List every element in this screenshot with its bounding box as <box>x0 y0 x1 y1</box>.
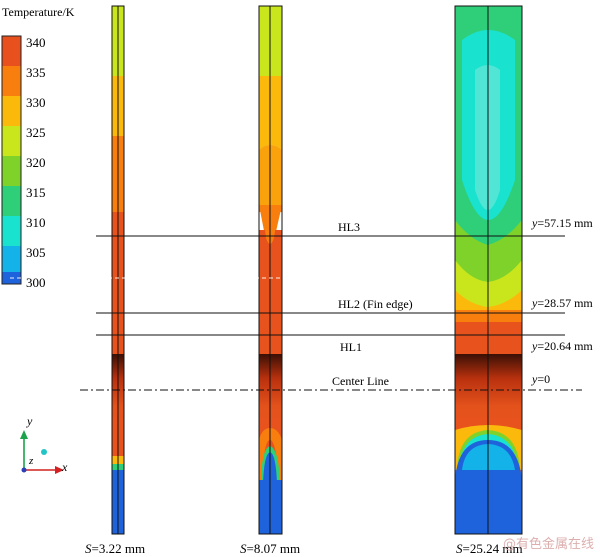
legend-swatch-330 <box>2 96 21 126</box>
fin-3-label: S=25.24 mm <box>456 541 523 556</box>
fin-3 <box>454 5 523 535</box>
legend-swatch-335 <box>2 66 21 96</box>
legend-tick-315: 315 <box>26 185 46 200</box>
axis-x-label: x <box>62 460 68 474</box>
legend-title: Temperature/K <box>2 5 75 19</box>
hl1-y-value: y=20.64 mm <box>532 339 593 353</box>
legend-tick-305: 305 <box>26 245 46 260</box>
hl2-label: HL2 (Fin edge) <box>338 297 413 311</box>
legend-colorbar <box>1 35 22 285</box>
fin-1 <box>111 5 125 535</box>
axis-triad <box>20 430 64 474</box>
axis-y-label: y <box>27 414 33 428</box>
hl1-label: HL1 <box>340 340 362 354</box>
legend-swatch-310 <box>2 216 21 246</box>
fin-1-label: S=3.22 mm <box>85 541 146 556</box>
legend-tick-335: 335 <box>26 65 46 80</box>
legend-tick-330: 330 <box>26 95 46 110</box>
legend-tick-310: 310 <box>26 215 46 230</box>
legend-swatch-340 <box>2 36 21 66</box>
hl3-y-value: y=57.15 mm <box>532 216 593 230</box>
hl2-y-value: y=28.57 mm <box>532 296 593 310</box>
legend-swatch-320 <box>2 156 21 186</box>
hl3-label: HL3 <box>338 220 360 234</box>
fin-2-label: S=8.07 mm <box>240 541 301 556</box>
watermark: @有色金属在线 <box>502 537 594 552</box>
center-line-label: Center Line <box>332 374 389 388</box>
legend-tick-340: 340 <box>26 35 46 50</box>
legend-swatch-315 <box>2 186 21 216</box>
legend-tick-320: 320 <box>26 155 46 170</box>
axis-z-label: z <box>29 455 34 467</box>
center-y-value: y=0 <box>532 372 551 386</box>
fin-2 <box>258 5 283 535</box>
legend-tick-325: 325 <box>26 125 46 140</box>
legend-tick-300: 300 <box>26 275 46 290</box>
legend-swatch-325 <box>2 126 21 156</box>
